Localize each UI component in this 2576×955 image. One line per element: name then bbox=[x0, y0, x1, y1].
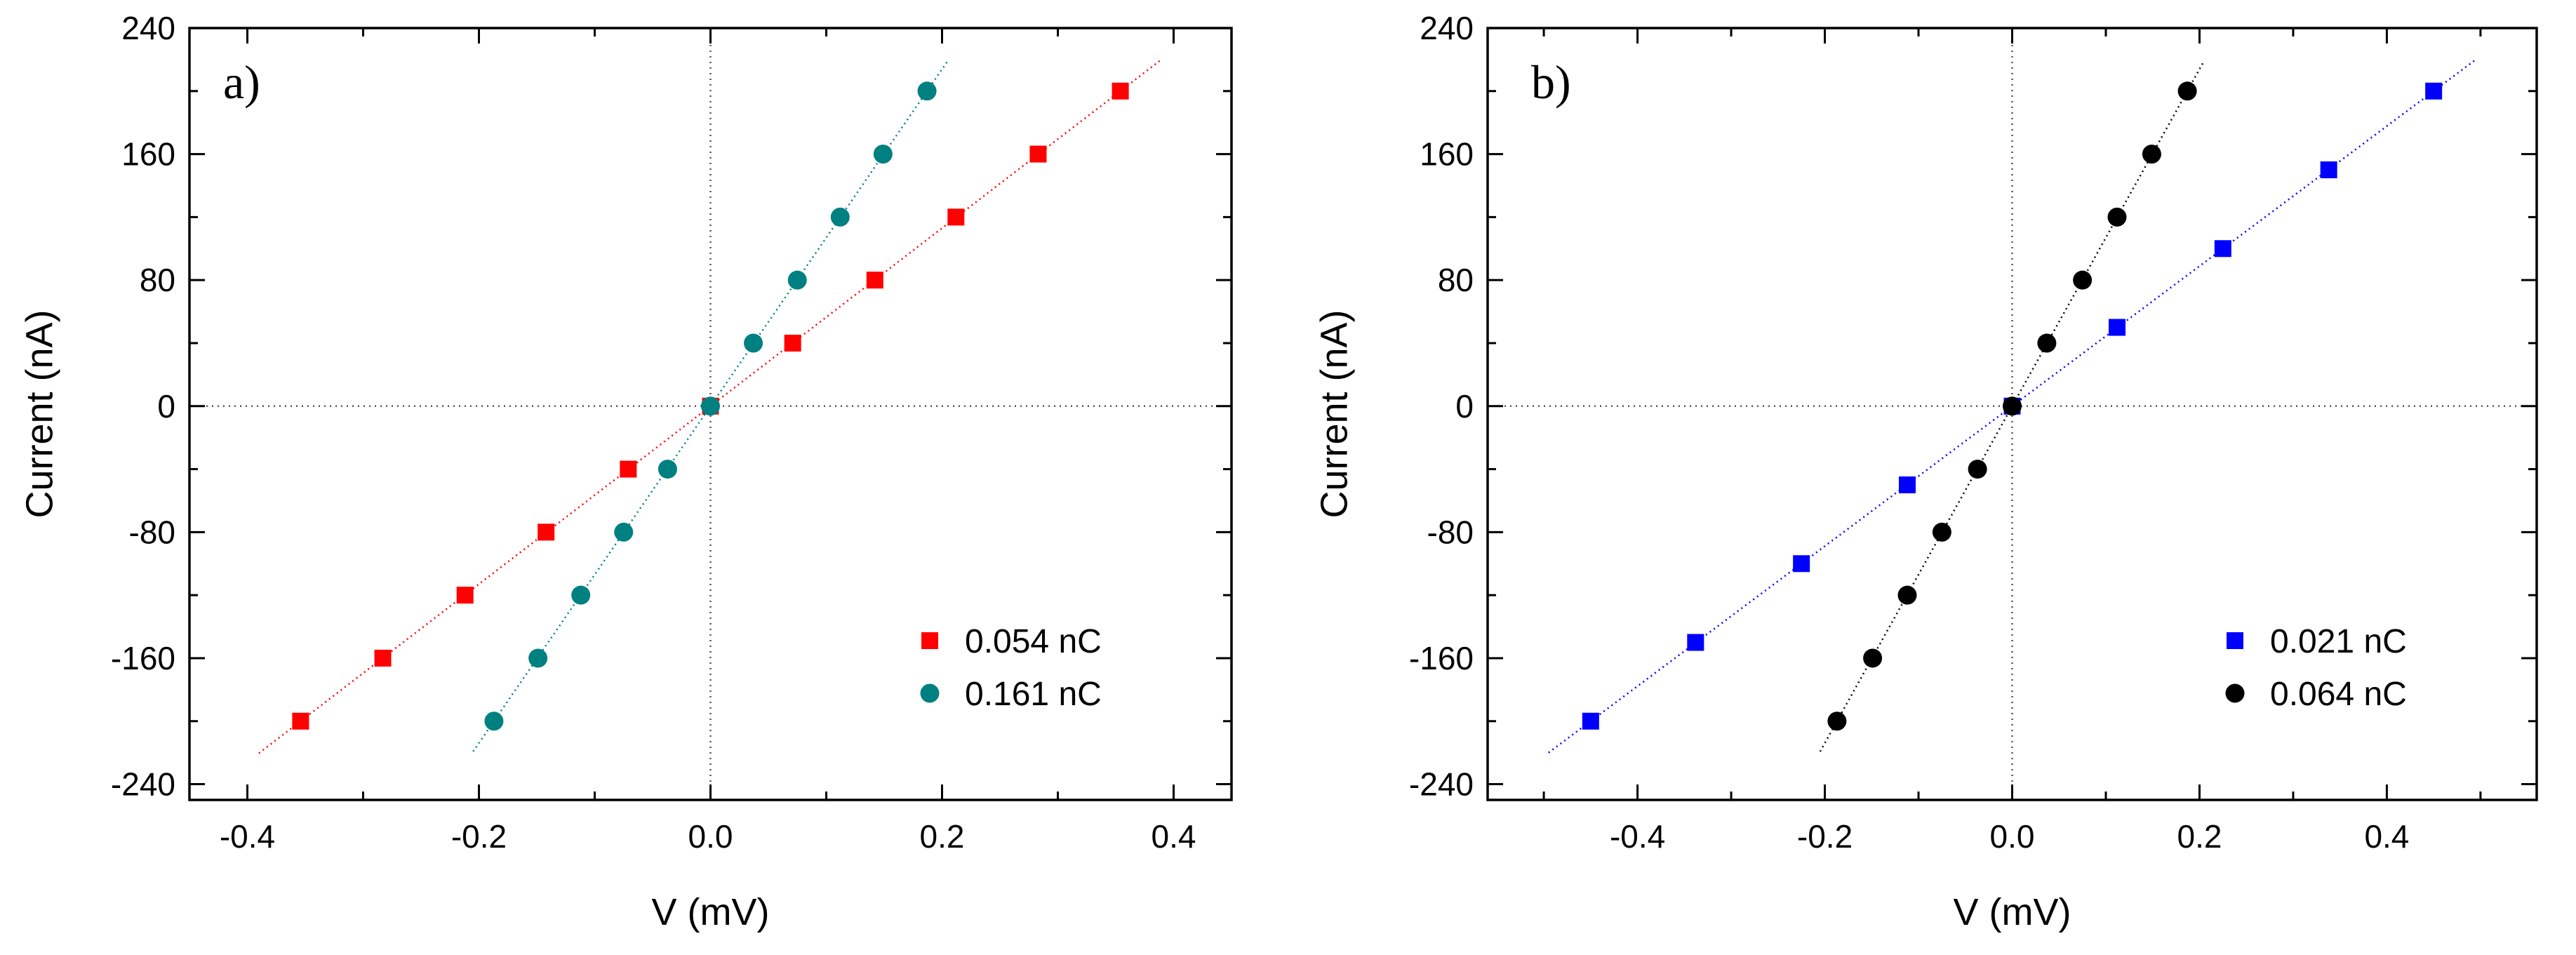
fit-line bbox=[472, 60, 949, 752]
x-tick-label: 0.0 bbox=[1990, 818, 2035, 855]
data-point bbox=[1932, 522, 1951, 542]
data-point bbox=[1827, 712, 1847, 731]
data-point bbox=[1863, 648, 1883, 668]
legend-label: 0.064 nC bbox=[2270, 676, 2407, 713]
x-tick-label: 0.0 bbox=[688, 818, 733, 855]
data-point bbox=[2073, 270, 2093, 290]
panel-label: b) bbox=[1531, 55, 1571, 109]
legend-label: 0.161 nC bbox=[965, 676, 1102, 713]
x-tick-label: -0.2 bbox=[451, 818, 507, 855]
x-tick-label: -0.2 bbox=[1797, 818, 1853, 855]
y-tick-label: -80 bbox=[129, 514, 175, 550]
data-point bbox=[2425, 82, 2443, 100]
legend-item: 0.064 nC bbox=[2225, 676, 2407, 713]
data-point bbox=[1899, 476, 1916, 494]
panel-label: a) bbox=[223, 55, 260, 109]
y-tick-label: 160 bbox=[1420, 136, 1474, 173]
y-tick-label: -80 bbox=[1427, 514, 1474, 550]
y-tick-label: 0 bbox=[157, 388, 175, 425]
x-tick-label: 0.4 bbox=[1152, 818, 1196, 855]
data-point bbox=[620, 460, 637, 478]
legend-item: 0.021 nC bbox=[2227, 623, 2407, 660]
data-point bbox=[374, 649, 392, 667]
data-point bbox=[528, 648, 548, 668]
legend-marker bbox=[921, 632, 938, 649]
data-point bbox=[538, 523, 555, 541]
x-axis-label: V (mV) bbox=[1954, 891, 2071, 933]
data-point bbox=[1687, 634, 1704, 651]
y-tick-label: -160 bbox=[1409, 640, 1474, 676]
data-point bbox=[830, 207, 850, 227]
y-tick-label: -240 bbox=[1409, 766, 1474, 803]
legend-marker bbox=[2227, 632, 2243, 649]
data-point bbox=[744, 333, 763, 353]
legend-marker bbox=[920, 683, 940, 703]
data-point bbox=[1029, 145, 1047, 163]
x-tick-label: -0.4 bbox=[1610, 818, 1665, 855]
data-point bbox=[784, 334, 801, 352]
data-point bbox=[2320, 161, 2337, 179]
legend-label: 0.054 nC bbox=[965, 623, 1102, 660]
data-point bbox=[2037, 333, 2057, 353]
y-axis-label: Current (nA) bbox=[18, 309, 60, 518]
data-point bbox=[1968, 460, 1987, 479]
data-point bbox=[2214, 240, 2231, 258]
data-point bbox=[484, 712, 504, 731]
y-tick-label: 80 bbox=[140, 262, 175, 298]
plot-frame bbox=[1486, 27, 2538, 801]
data-point bbox=[2107, 207, 2127, 227]
data-point bbox=[1112, 82, 1129, 100]
data-point bbox=[947, 208, 965, 226]
data-point bbox=[866, 272, 883, 289]
x-tick-label: -0.4 bbox=[220, 818, 275, 855]
data-point bbox=[456, 587, 474, 604]
data-point bbox=[2142, 145, 2161, 164]
chart-panel-a: -240 -160 -80 0 80 160 240 -0.4 -0.2 0.0 0.2 0.4 a) V… bbox=[18, 10, 1233, 933]
x-axis-label: V (mV) bbox=[652, 891, 770, 933]
data-point bbox=[2177, 81, 2197, 101]
data-point bbox=[787, 270, 807, 290]
y-tick-label: 240 bbox=[121, 10, 175, 46]
data-point bbox=[2109, 319, 2125, 336]
data-point bbox=[292, 712, 309, 730]
data-point bbox=[917, 81, 937, 101]
data-point bbox=[2003, 396, 2022, 416]
y-axis-label: Current (nA) bbox=[1313, 309, 1355, 518]
legend-marker bbox=[2225, 683, 2245, 703]
data-point bbox=[1897, 585, 1917, 605]
data-point bbox=[1793, 555, 1810, 573]
y-tick-label: -240 bbox=[111, 766, 175, 803]
legend-label: 0.021 nC bbox=[2270, 623, 2407, 660]
fit-line bbox=[1819, 60, 2205, 752]
y-tick-label: 160 bbox=[121, 136, 175, 173]
y-tick-label: -160 bbox=[111, 640, 175, 676]
data-point bbox=[614, 522, 634, 542]
y-tick-label: 0 bbox=[1455, 388, 1474, 425]
legend-item: 0.161 nC bbox=[920, 676, 1102, 713]
data-point bbox=[701, 396, 720, 416]
plot-frame bbox=[188, 27, 1233, 801]
data-point bbox=[873, 145, 893, 164]
x-tick-label: 0.4 bbox=[2364, 818, 2409, 855]
chart-panel-b: -240 -160 -80 0 80 160 240 -0.4 -0.2 0.0 0.2 0.4 b) V… bbox=[1313, 10, 2538, 933]
y-tick-label: 240 bbox=[1420, 10, 1474, 46]
legend-item: 0.054 nC bbox=[921, 623, 1102, 660]
fit-line bbox=[258, 58, 1163, 754]
data-point bbox=[1582, 712, 1599, 730]
data-point bbox=[658, 460, 677, 479]
y-tick-label: 80 bbox=[1438, 262, 1474, 298]
x-tick-label: 0.2 bbox=[2177, 818, 2222, 855]
x-tick-label: 0.2 bbox=[920, 818, 965, 855]
data-point bbox=[571, 585, 591, 605]
